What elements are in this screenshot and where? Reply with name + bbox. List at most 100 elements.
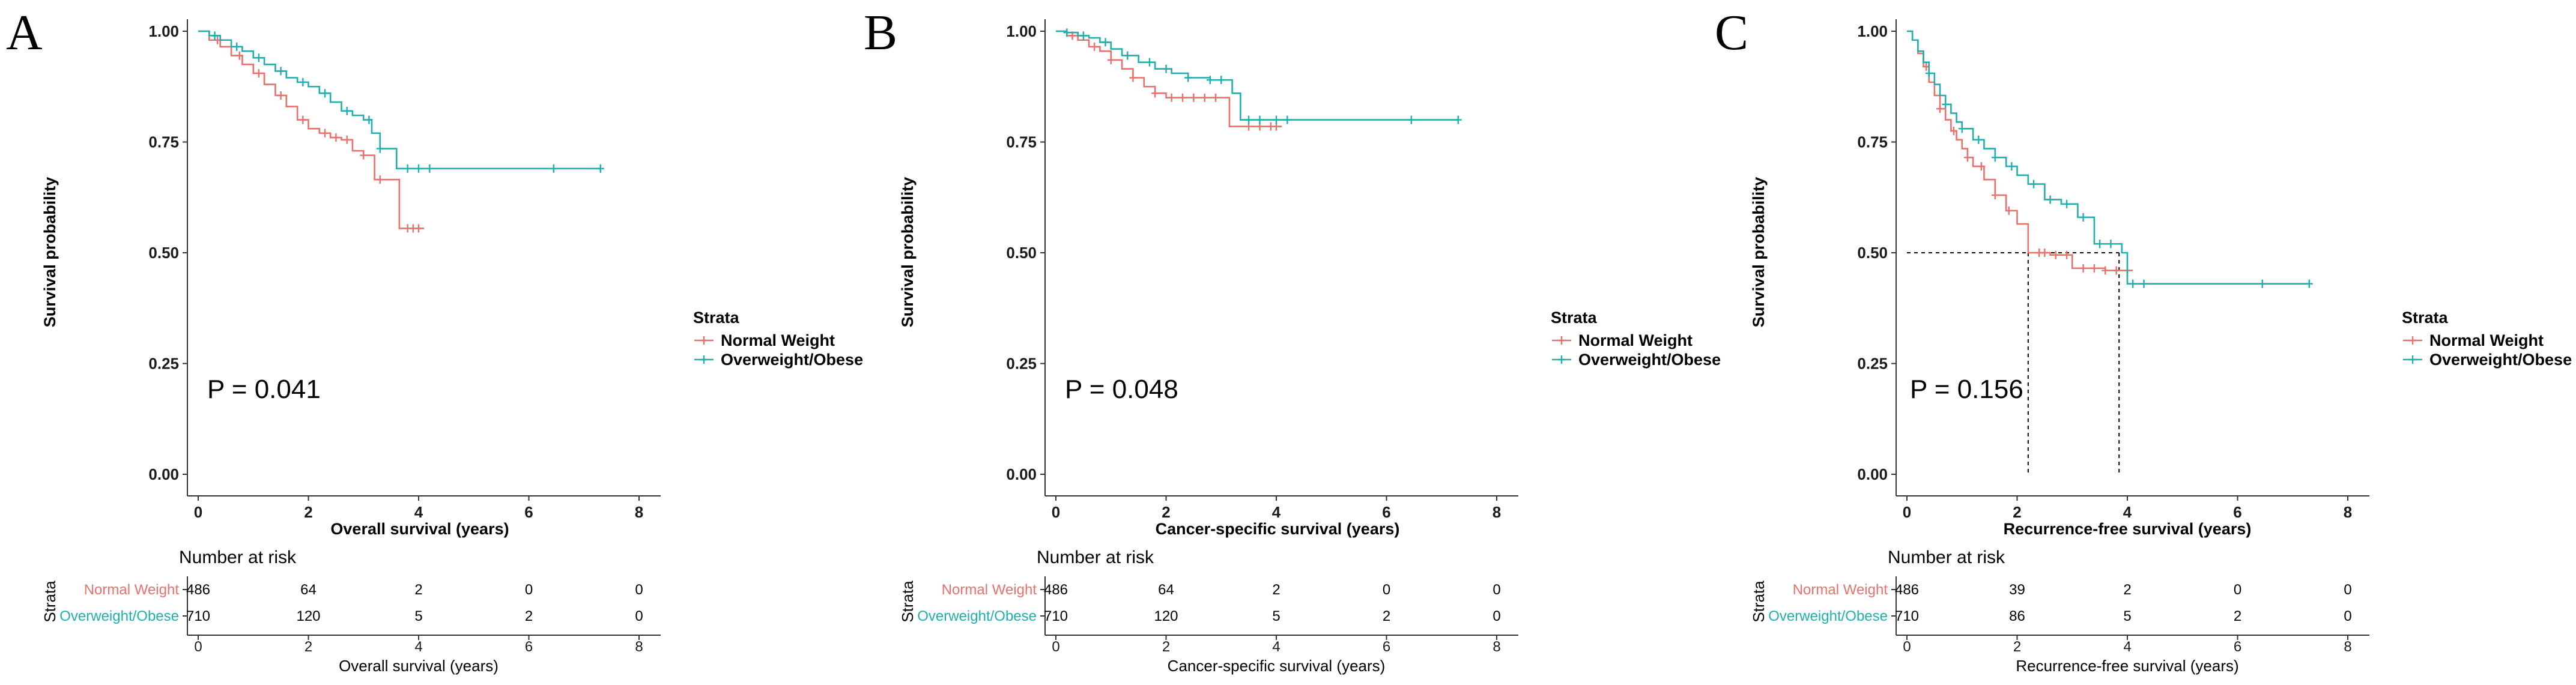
- x-tick-label: 6: [2233, 503, 2241, 521]
- censor-mark: [596, 164, 604, 173]
- risk-x-axis-title: Overall survival (years): [339, 657, 499, 675]
- legend: Strata Normal Weight Overweight/Obese: [1551, 309, 1721, 369]
- censor-mark: [1162, 64, 1170, 73]
- y-tick-label: 0.25: [1006, 355, 1037, 373]
- risk-count: 0: [525, 582, 533, 598]
- y-tick-label: 0.25: [148, 355, 179, 373]
- x-tick-label: 8: [1493, 503, 1501, 521]
- median-lines: [1907, 252, 2120, 474]
- risk-count: 5: [414, 608, 422, 624]
- risk-count: 5: [2123, 608, 2131, 624]
- risk-count: 0: [635, 582, 643, 598]
- risk-x-tick-label: 8: [2344, 639, 2351, 655]
- censor-mark: [1212, 93, 1220, 102]
- x-axis-title: Recurrence-free survival (years): [2004, 520, 2252, 538]
- legend-censor-mark: [2409, 355, 2416, 364]
- censor-mark: [2063, 250, 2071, 259]
- p-value: P = 0.048: [1065, 375, 1178, 404]
- censor-mark: [2079, 264, 2087, 273]
- risk-count: 2: [2123, 582, 2131, 598]
- risk-x-tick-label: 6: [2234, 639, 2241, 655]
- censor-mark: [211, 31, 219, 40]
- censor-mark: [1407, 115, 1415, 124]
- censor-mark: [1063, 28, 1071, 37]
- censor-mark: [365, 115, 373, 124]
- risk-count: 120: [296, 608, 320, 624]
- y-axis-title: Survival probability: [899, 177, 917, 328]
- censor-mark: [1102, 38, 1109, 47]
- censor-mark: [2046, 195, 2054, 204]
- risk-row-label: Overweight/Obese: [917, 608, 1037, 624]
- censor-mark: [2140, 279, 2148, 288]
- x-tick-label: 8: [635, 503, 643, 521]
- censor-mark: [2305, 279, 2313, 288]
- x-axis-title: Overall survival (years): [330, 520, 509, 538]
- censor-mark: [1991, 153, 1999, 162]
- censor-mark: [343, 135, 351, 144]
- censor-mark: [1201, 93, 1208, 102]
- censor-mark: [2129, 279, 2137, 288]
- km-curve-normal-weight: [1056, 30, 1282, 127]
- risk-x-tick-label: 8: [635, 639, 643, 655]
- x-tick-label: 6: [524, 503, 533, 521]
- risk-row-label: Overweight/Obese: [59, 608, 179, 624]
- risk-count: 2: [525, 608, 533, 624]
- risk-row-label: Normal Weight: [1793, 582, 1888, 598]
- censor-mark: [2052, 250, 2059, 259]
- censor-mark: [1950, 127, 1957, 136]
- censor-mark: [2063, 199, 2071, 208]
- risk-count: 120: [1154, 608, 1178, 624]
- censor-mark: [343, 106, 351, 115]
- legend-entry: Normal Weight: [2429, 331, 2544, 349]
- y-tick-label: 0.00: [1857, 465, 1888, 483]
- risk-strata-label: Strata: [41, 581, 59, 623]
- legend-title: Strata: [693, 309, 740, 327]
- risk-strata-label: Strata: [899, 581, 917, 623]
- km-curve-overweight-obese: [1056, 30, 1458, 121]
- panel-letter: A: [6, 5, 43, 61]
- legend-entry: Overweight/Obese: [721, 351, 863, 369]
- censor-mark: [415, 224, 422, 233]
- censor-mark: [404, 164, 411, 173]
- y-axis-title: Survival probability: [1750, 177, 1768, 328]
- censor-mark: [1454, 115, 1462, 124]
- censor-mark: [2258, 279, 2266, 288]
- risk-x-tick-label: 0: [194, 639, 202, 655]
- censor-mark: [1991, 191, 1999, 200]
- risk-count: 64: [1158, 582, 1174, 598]
- censor-mark: [1963, 153, 1971, 162]
- risk-x-tick-label: 8: [1493, 639, 1500, 655]
- y-tick-label: 0.25: [1857, 355, 1888, 373]
- x-tick-label: 6: [1382, 503, 1390, 521]
- y-tick-label: 0.50: [148, 244, 179, 262]
- censor-mark: [376, 144, 384, 153]
- legend-censor-mark: [1558, 336, 1565, 345]
- x-axis: 0 2 4 6 8: [1896, 495, 2369, 521]
- legend-entry: Normal Weight: [721, 331, 835, 349]
- risk-count: 64: [300, 582, 317, 598]
- x-tick-label: 2: [2013, 503, 2021, 521]
- y-tick-label: 0.75: [148, 133, 179, 151]
- risk-x-tick-label: 6: [525, 639, 533, 655]
- censor-mark: [2030, 180, 2038, 189]
- censor-mark: [1975, 135, 1983, 144]
- y-axis: 0.00 0.25 0.50 0.75 1.00: [148, 19, 188, 496]
- risk-x-tick-label: 4: [2123, 639, 2131, 655]
- risk-table-title: Number at risk: [1037, 548, 1154, 567]
- x-tick-label: 8: [2344, 503, 2352, 521]
- y-tick-label: 0.50: [1006, 244, 1037, 262]
- censor-mark: [1151, 89, 1159, 98]
- legend-entry: Overweight/Obese: [2429, 351, 2572, 369]
- p-value: P = 0.156: [1910, 375, 2023, 404]
- censor-mark: [2107, 240, 2115, 249]
- censor-mark: [277, 91, 285, 100]
- censor-mark: [321, 89, 329, 98]
- risk-x-tick-label: 2: [1162, 639, 1170, 655]
- p-value: P = 0.041: [207, 375, 321, 404]
- censor-mark: [360, 151, 368, 160]
- x-tick-label: 0: [1903, 503, 1911, 521]
- risk-count: 2: [1383, 608, 1390, 624]
- legend-censor-mark: [1558, 355, 1565, 364]
- censor-mark: [277, 67, 285, 76]
